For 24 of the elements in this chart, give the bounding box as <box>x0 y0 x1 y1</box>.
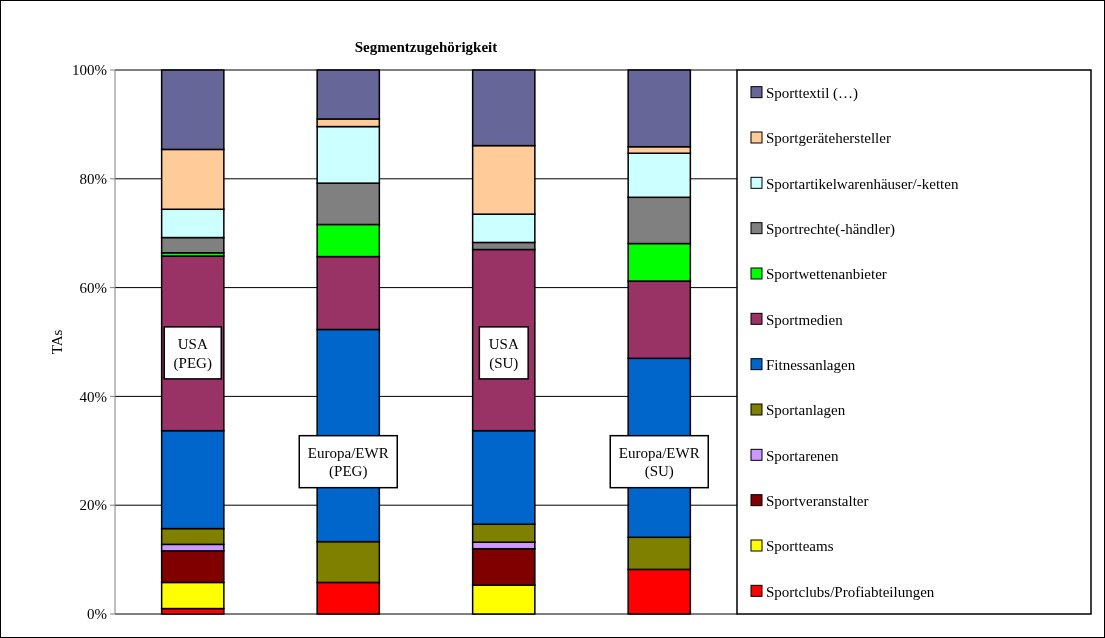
y-tick-label: 40% <box>79 388 107 405</box>
legend-label: Sportanlagen <box>766 402 846 419</box>
x-tick-label: USA (SU) <box>488 335 519 372</box>
legend-label: Sportartikelwarenhäuser/-ketten <box>766 175 959 192</box>
legend-label: Sportgerätehersteller <box>766 130 891 147</box>
legend-label: Sportwettenanbieter <box>766 266 887 283</box>
y-axis-title: TAs <box>49 329 65 355</box>
y-tick-label: 20% <box>79 497 107 514</box>
y-tick-label: 80% <box>79 171 107 188</box>
legend-label: Sportveranstalter <box>766 492 869 509</box>
legend-label: Sportmedien <box>766 311 844 328</box>
x-tick-label: Europa/EWR (SU) <box>618 444 700 481</box>
legend-label: Sportclubs/Profiabteilungen <box>766 583 935 600</box>
legend-label: Fitnessanlagen <box>766 356 856 373</box>
x-tick-label: Europa/EWR (PEG) <box>307 444 389 481</box>
legend-label: Sportarenen <box>766 447 839 464</box>
legend-label: Sporttextil (…) <box>766 84 859 102</box>
chart-title: Segmentzugehörigkeit <box>354 39 498 55</box>
legend-label: Sportrechte(-händler) <box>766 220 896 238</box>
y-tick-label: 60% <box>79 279 107 296</box>
legend-label: Sportteams <box>766 538 834 555</box>
y-tick-label: 100% <box>72 62 107 79</box>
x-tick-label: USA (PEG) <box>173 335 212 372</box>
y-tick-label: 0% <box>87 606 107 623</box>
